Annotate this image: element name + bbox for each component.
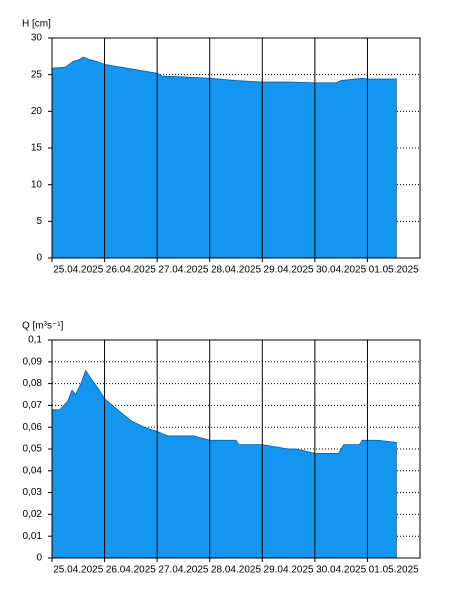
y-tick-label: 0,1 [28,335,42,346]
y-tick-label: 0,06 [23,422,43,433]
x-tick-label: 30.04.2025 [316,265,366,276]
y-tick-label: 0,01 [23,531,43,542]
y-tick-label: 25 [31,69,43,80]
x-tick-label: 26.04.2025 [106,265,156,276]
y-tick-label: 0 [36,253,42,264]
y-tick-label: 0,03 [23,487,43,498]
x-tick-label: 27.04.2025 [158,565,208,576]
x-tick-label: 01.05.2025 [369,565,419,576]
y-tick-label: 10 [31,179,43,190]
x-tick-label: 29.04.2025 [264,265,314,276]
x-tick-label: 28.04.2025 [211,265,261,276]
x-tick-label: 01.05.2025 [369,265,419,276]
plot-frame [51,339,421,559]
y-axis-title: H [cm] [22,19,51,30]
y-axis-title: Q [m³s⁻¹] [22,321,64,332]
y-tick-label: 0,04 [23,465,43,476]
y-tick-label: 0,08 [23,378,43,389]
area [51,369,397,559]
y-tick-label: 0 [36,553,42,564]
x-tick-label: 28.04.2025 [211,565,261,576]
y-tick-label: 30 [31,33,43,44]
y-tick-label: 5 [36,216,42,227]
y-tick-label: 15 [31,143,43,154]
y-tick-label: 0,07 [23,400,43,411]
x-tick-label: 25.04.2025 [53,565,103,576]
y-tick-label: 20 [31,106,43,117]
x-tick-label: 29.04.2025 [264,565,314,576]
x-tick-label: 30.04.2025 [316,565,366,576]
x-tick-label: 26.04.2025 [106,565,156,576]
y-tick-label: 0,05 [23,444,43,455]
x-tick-label: 25.04.2025 [53,265,103,276]
y-tick-label: 0,02 [23,509,43,520]
plot-frame [51,37,421,259]
x-tick-label: 27.04.2025 [158,265,208,276]
y-tick-label: 0,09 [23,356,43,367]
area [51,56,397,259]
